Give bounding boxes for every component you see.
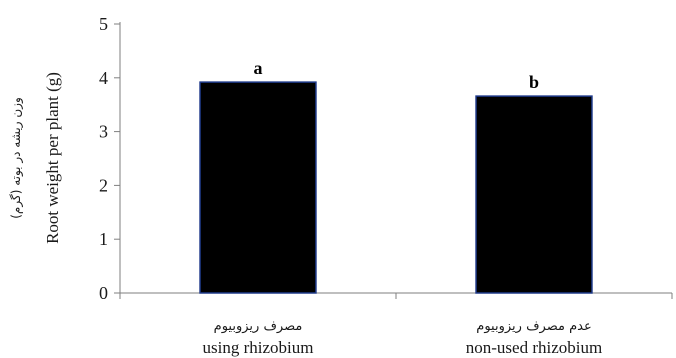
category-label-persian: مصرف ریزوبیوم [214,319,303,334]
y-tick-label: 0 [99,283,108,303]
category-label: non-used rhizobium [466,338,602,357]
y-tick-label: 2 [99,175,108,195]
y-tick-label: 4 [99,68,108,88]
category-label-persian: عدم مصرف ریزوبیوم [476,319,591,334]
y-tick-label: 3 [99,122,108,142]
category-labels: مصرف ریزوبیوم using rhizobium عدم مصرف ریز… [203,319,603,357]
y-tick-label: 5 [99,14,108,34]
bars-group [199,81,593,294]
y-axis-title: Root weight per plant (g) [43,72,62,244]
significance-labels: ab [254,58,540,92]
category-label: using rhizobium [203,338,314,357]
y-tick-label: 1 [99,229,108,249]
significance-letter: b [529,72,539,92]
significance-letter: a [254,58,263,78]
x-axis-ticks [119,293,673,299]
y-axis-ticks: 0 1 2 3 4 5 [99,14,120,303]
bar [475,95,593,294]
bar [199,81,317,294]
y-axis-title-persian: وزن ریشه در بوته (گرم) [9,97,24,219]
